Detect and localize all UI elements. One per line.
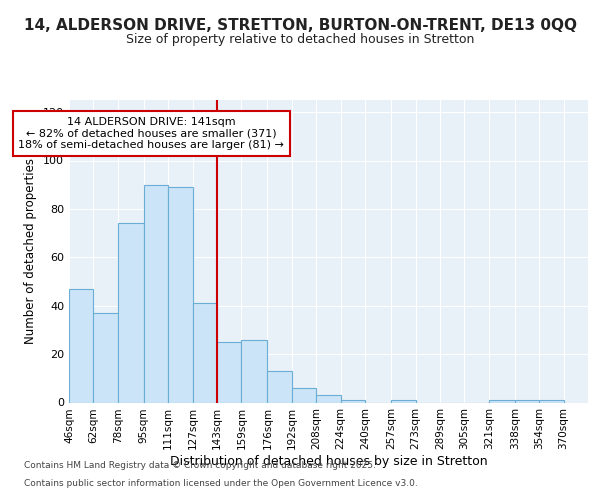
Bar	[292, 388, 316, 402]
Text: 14, ALDERSON DRIVE, STRETTON, BURTON-ON-TRENT, DE13 0QQ: 14, ALDERSON DRIVE, STRETTON, BURTON-ON-…	[23, 18, 577, 32]
Bar	[193, 304, 217, 402]
Bar	[539, 400, 563, 402]
X-axis label: Distribution of detached houses by size in Stretton: Distribution of detached houses by size …	[170, 455, 487, 468]
Bar	[94, 313, 118, 402]
Text: Contains public sector information licensed under the Open Government Licence v3: Contains public sector information licen…	[24, 478, 418, 488]
Y-axis label: Number of detached properties: Number of detached properties	[25, 158, 37, 344]
Bar	[515, 400, 539, 402]
Bar	[168, 187, 193, 402]
Text: Size of property relative to detached houses in Stretton: Size of property relative to detached ho…	[126, 32, 474, 46]
Bar	[118, 224, 144, 402]
Bar	[391, 400, 416, 402]
Bar	[268, 371, 292, 402]
Bar	[217, 342, 241, 402]
Bar	[69, 289, 94, 403]
Bar	[241, 340, 268, 402]
Bar	[144, 184, 168, 402]
Bar	[316, 395, 341, 402]
Text: 14 ALDERSON DRIVE: 141sqm
← 82% of detached houses are smaller (371)
18% of semi: 14 ALDERSON DRIVE: 141sqm ← 82% of detac…	[19, 117, 284, 150]
Bar	[489, 400, 515, 402]
Bar	[341, 400, 365, 402]
Text: Contains HM Land Registry data © Crown copyright and database right 2025.: Contains HM Land Registry data © Crown c…	[24, 461, 376, 470]
